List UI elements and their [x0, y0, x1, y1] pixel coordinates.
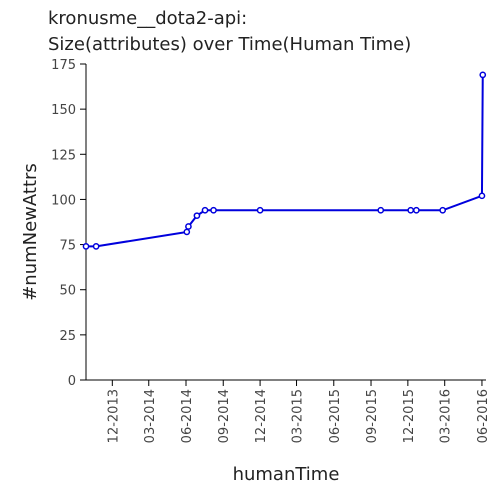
x-tick-label: 03-2014 [143, 389, 158, 443]
x-tick-label: 12-2013 [106, 389, 121, 443]
y-tick-label: 100 [51, 193, 76, 208]
data-point [210, 206, 217, 214]
y-tick-label: 150 [51, 103, 76, 118]
data-point [407, 206, 415, 214]
data-point [478, 192, 486, 200]
x-tick-label: 09-2015 [365, 389, 380, 443]
x-tick-label: 06-2015 [328, 389, 343, 443]
y-tick-label: 50 [59, 284, 76, 299]
data-point [183, 228, 191, 236]
data-point [185, 223, 192, 230]
x-tick-label: 03-2015 [291, 389, 306, 443]
chart-title: kronusme__dota2-api: [48, 8, 247, 29]
data-point [92, 243, 100, 250]
y-tick-label: 125 [51, 148, 76, 163]
series-line [86, 74, 484, 248]
data-point [377, 206, 385, 214]
data-point [201, 206, 209, 214]
data-point [479, 71, 487, 79]
data-point [413, 206, 420, 214]
series-layer [82, 71, 487, 250]
y-tick-label: 0 [68, 374, 76, 389]
x-tick-label: 09-2014 [217, 389, 232, 443]
x-axis-ticks: 12-2013 03-2014 06-2014 09-2014 12-2014 03-20… [106, 380, 491, 443]
x-tick-label: 12-2014 [254, 389, 269, 443]
x-tick-label: 06-2016 [476, 389, 491, 443]
data-point [439, 206, 447, 214]
x-tick-label: 12-2015 [402, 389, 417, 443]
y-axis-ticks: 0 25 50 75 100 125 150 175 [51, 58, 86, 389]
data-point [193, 212, 201, 220]
y-tick-label: 75 [59, 239, 76, 254]
x-tick-label: 06-2014 [180, 389, 195, 443]
data-point [256, 206, 264, 214]
x-tick-label: 03-2016 [439, 389, 454, 443]
y-tick-label: 25 [59, 329, 76, 344]
y-axis-label: #numNewAttrs [20, 163, 41, 301]
data-point [82, 243, 90, 250]
y-tick-label: 175 [51, 58, 76, 73]
x-axis-label: humanTime [233, 464, 340, 485]
chart-subtitle: Size(attributes) over Time(Human Time) [48, 34, 411, 55]
